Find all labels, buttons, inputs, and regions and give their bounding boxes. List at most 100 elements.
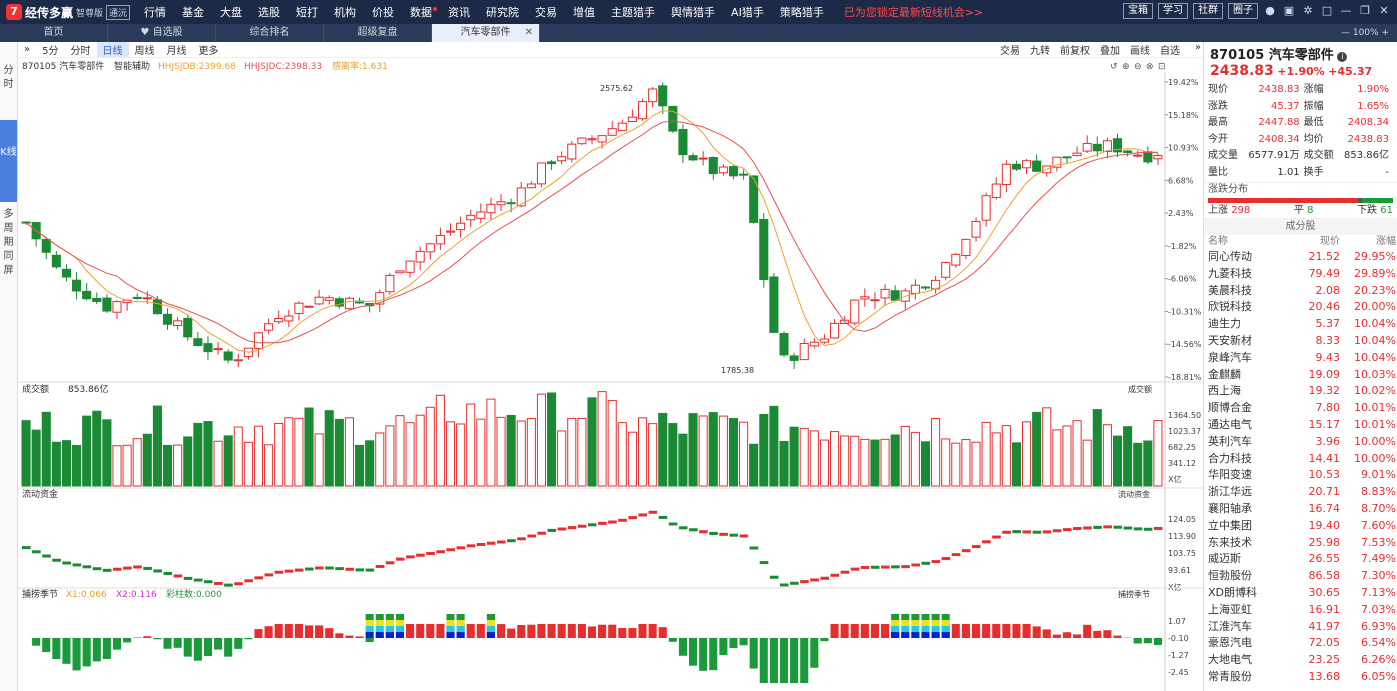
gear-icon[interactable]: ✲ bbox=[1303, 4, 1313, 17]
candle-body[interactable] bbox=[941, 262, 951, 278]
candle-body[interactable] bbox=[1082, 143, 1092, 152]
table-row[interactable]: 大地电气 23.25 6.26% bbox=[1204, 652, 1397, 669]
candle-body[interactable] bbox=[718, 166, 728, 174]
candle-body[interactable] bbox=[152, 299, 162, 315]
table-row[interactable]: 英利汽车 3.96 10.00% bbox=[1204, 434, 1397, 451]
tab-auto-parts[interactable]: 汽车零部件 ✕ bbox=[432, 24, 540, 42]
candle-body[interactable] bbox=[981, 195, 991, 221]
table-row[interactable]: XD朗博科 30.65 7.13% bbox=[1204, 585, 1397, 602]
tab-ranking[interactable]: 综合排名 bbox=[216, 24, 324, 42]
menu-item-6[interactable]: 价投 bbox=[372, 6, 395, 19]
candle-body[interactable] bbox=[809, 341, 819, 347]
candle-body[interactable] bbox=[1153, 154, 1163, 160]
tool-1[interactable]: 九转 bbox=[1030, 46, 1050, 57]
candle-body[interactable] bbox=[274, 318, 284, 323]
table-row[interactable]: 上海亚虹 16.91 7.03% bbox=[1204, 602, 1397, 619]
candle-body[interactable] bbox=[648, 88, 658, 103]
col-price[interactable]: 现价 bbox=[1320, 236, 1340, 247]
menu-item-1[interactable]: 基金 bbox=[182, 6, 205, 19]
candle-body[interactable] bbox=[92, 297, 102, 303]
candle-body[interactable] bbox=[142, 297, 152, 300]
candle-body[interactable] bbox=[223, 351, 233, 361]
tab-review[interactable]: 超级复盘 bbox=[324, 24, 432, 42]
candle-body[interactable] bbox=[698, 157, 708, 160]
period-3[interactable]: 周线 bbox=[134, 46, 155, 57]
candle-body[interactable] bbox=[1062, 156, 1072, 159]
candle-body[interactable] bbox=[526, 183, 536, 189]
zoom-level[interactable]: — 100% + bbox=[1340, 28, 1389, 38]
candle-body[interactable] bbox=[860, 296, 870, 300]
candle-body[interactable] bbox=[1022, 160, 1032, 169]
table-row[interactable]: 江淮汽车 41.97 6.93% bbox=[1204, 619, 1397, 636]
table-row[interactable]: 恒勃股份 86.58 7.30% bbox=[1204, 568, 1397, 585]
candle-body[interactable] bbox=[344, 297, 354, 310]
candle-body[interactable] bbox=[1133, 154, 1143, 157]
table-row[interactable]: 欣锐科技 20.46 20.00% bbox=[1204, 299, 1397, 316]
window-icon[interactable]: □ bbox=[1321, 4, 1333, 17]
tool-2[interactable]: 前复权 bbox=[1060, 46, 1090, 57]
candle-body[interactable] bbox=[637, 101, 648, 120]
candle-body[interactable] bbox=[890, 290, 900, 301]
candle-body[interactable] bbox=[415, 250, 425, 263]
candle-body[interactable] bbox=[102, 297, 112, 312]
tool-4[interactable]: 画线 bbox=[1130, 46, 1150, 57]
table-row[interactable]: 襄阳轴承 16.74 8.70% bbox=[1204, 501, 1397, 518]
candle-body[interactable] bbox=[971, 220, 981, 238]
study-button[interactable]: 学习 bbox=[1158, 3, 1188, 19]
candle-body[interactable] bbox=[253, 332, 264, 350]
tab-home[interactable]: 首页 bbox=[0, 24, 108, 42]
candle-body[interactable] bbox=[385, 274, 395, 293]
candle-body[interactable] bbox=[162, 313, 173, 325]
candle-body[interactable] bbox=[1052, 156, 1062, 168]
candle-body[interactable] bbox=[587, 138, 597, 141]
candle-body[interactable] bbox=[173, 320, 183, 326]
candle-body[interactable] bbox=[1123, 150, 1133, 154]
tool-3[interactable]: 叠加 bbox=[1100, 46, 1120, 57]
table-row[interactable]: 金麒麟 19.09 10.03% bbox=[1204, 367, 1397, 384]
period-2[interactable]: 日线 bbox=[96, 42, 129, 57]
candle-body[interactable] bbox=[739, 173, 749, 176]
menu-item-12[interactable]: 主题猎手 bbox=[611, 6, 656, 19]
candle-body[interactable] bbox=[233, 359, 243, 362]
candle-body[interactable] bbox=[466, 214, 476, 221]
col-change[interactable]: 涨幅 bbox=[1376, 236, 1396, 247]
table-row[interactable]: 立中集团 19.40 7.60% bbox=[1204, 518, 1397, 535]
community-button[interactable]: 社群 bbox=[1193, 3, 1223, 19]
table-row[interactable]: 合力科技 14.41 10.00% bbox=[1204, 451, 1397, 468]
candle-body[interactable] bbox=[41, 238, 51, 253]
candle-body[interactable] bbox=[557, 156, 567, 162]
menu-item-13[interactable]: 舆情猎手 bbox=[671, 6, 716, 19]
candle-body[interactable] bbox=[617, 122, 627, 132]
candle-body[interactable] bbox=[486, 203, 496, 214]
candle-body[interactable] bbox=[1032, 160, 1042, 172]
candle-body[interactable] bbox=[284, 315, 294, 322]
candle-body[interactable] bbox=[435, 234, 445, 245]
candle-body[interactable] bbox=[324, 297, 334, 301]
candle-body[interactable] bbox=[920, 286, 931, 289]
menu-item-4[interactable]: 短打 bbox=[296, 6, 319, 19]
period-5[interactable]: 更多 bbox=[198, 46, 219, 57]
candle-body[interactable] bbox=[870, 299, 880, 302]
kline-chart[interactable]: 870105 汽车零部件 智能辅助 HHJSJDB:2399.68 HHJSJDC:2… bbox=[18, 58, 1203, 691]
candle-body[interactable] bbox=[203, 343, 213, 353]
candle-body[interactable] bbox=[51, 254, 61, 268]
table-row[interactable]: 浙江华远 20.71 8.83% bbox=[1204, 484, 1397, 501]
menu-item-9[interactable]: 研究院 bbox=[486, 6, 520, 19]
candle-body[interactable] bbox=[425, 243, 435, 253]
candle-body[interactable] bbox=[1112, 138, 1123, 153]
candle-body[interactable] bbox=[395, 270, 405, 274]
candle-body[interactable] bbox=[850, 299, 860, 324]
candle-body[interactable] bbox=[961, 238, 971, 257]
info-icon[interactable]: i bbox=[1337, 52, 1348, 62]
candle-body[interactable] bbox=[789, 355, 799, 361]
candle-body[interactable] bbox=[375, 292, 385, 305]
candle-body[interactable] bbox=[607, 128, 617, 136]
promo-link[interactable]: 已为您锁定最新短线机会>> bbox=[843, 6, 984, 19]
candle-body[interactable] bbox=[1092, 143, 1102, 152]
candle-body[interactable] bbox=[658, 85, 668, 107]
refresh-icon[interactable]: ↺ bbox=[1110, 62, 1118, 72]
period-1[interactable]: 分时 bbox=[70, 46, 91, 57]
candle-body[interactable] bbox=[910, 284, 920, 294]
table-row[interactable]: 天安新材 8.33 10.04% bbox=[1204, 333, 1397, 350]
close-tab-icon[interactable]: ✕ bbox=[524, 27, 533, 38]
